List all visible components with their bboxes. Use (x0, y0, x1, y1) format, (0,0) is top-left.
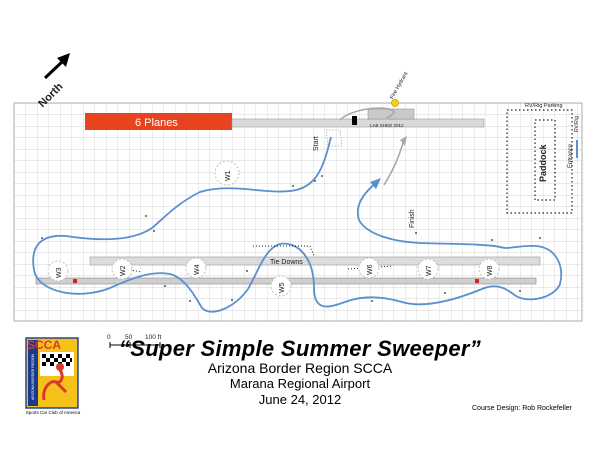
finish-label: Finish (409, 209, 416, 228)
scale-tick-50: 50 (125, 334, 133, 341)
subtitle-region: Arizona Border Region SCCA (207, 360, 393, 376)
start-label: Start (313, 136, 320, 151)
waypoint-w1: W1 (214, 160, 240, 186)
waypoint-w3: W3 (47, 260, 69, 282)
start-area (325, 129, 343, 147)
scca-logo: SCCA ARIZONA BORDER REGION (25, 337, 79, 409)
taxiway-middle (89, 256, 541, 266)
tie-downs-label: Tie Downs (270, 259, 303, 266)
paddock-label: Paddock (538, 143, 548, 182)
cone-markers (41, 175, 541, 302)
scale-tick-100: 100 ft (145, 334, 161, 341)
rv-rig-label: RV/Rig (574, 116, 580, 132)
course-arrow-icon (370, 178, 381, 189)
course-path (32, 136, 562, 313)
fire-hydrant-label: Fire Hydrant (389, 71, 410, 101)
waypoint-label-w8: W8 (487, 265, 494, 276)
taxiway-north (231, 118, 485, 128)
paddock: Paddock Entrance RV/Rig Parking RV/Rig (506, 103, 580, 214)
waypoint-label-w2: W2 (120, 265, 127, 276)
waypoint-w4: W4 (185, 257, 207, 279)
planes-area (85, 113, 232, 130)
waypoint-w8: W8 (478, 258, 500, 280)
waypoint-label-w3: W3 (56, 267, 63, 278)
grid-area (13, 102, 583, 322)
waypoint-label-w5: W5 (279, 282, 286, 293)
runway-marker-east (475, 279, 479, 283)
waypoint-label-w4: W4 (194, 264, 201, 275)
fire-hydrant-icon (391, 99, 399, 107)
waypoint-label-w7: W7 (426, 265, 433, 276)
gate-marker (352, 116, 357, 125)
return-arrow-icon (400, 136, 407, 146)
page-title: “Super Simple Summer Sweeper” (118, 336, 482, 361)
course-designer: Course Design: Rob Rockefeller (472, 405, 572, 412)
waypoint-w6: W6 (358, 257, 380, 279)
waypoint-w2: W2 (111, 258, 133, 280)
logo-text: SCCA (27, 338, 61, 352)
subtitle-location: Marana Regional Airport (229, 376, 371, 391)
waypoint-label-w1: W1 (225, 170, 232, 181)
subtitle-date: June 24, 2012 (258, 392, 342, 407)
building (367, 108, 415, 120)
logo-region: ARIZONA BORDER REGION (31, 353, 35, 400)
rv-rig-parking-label: RV/Rig Parking (525, 103, 563, 109)
entrance-label: Entrance (568, 143, 574, 168)
north-arrow: North (36, 53, 70, 110)
building-label: LAB SHED 2012 (370, 123, 404, 128)
planes-label: 6 Planes (135, 117, 178, 129)
return-path (339, 107, 405, 186)
waypoint-label-w6: W6 (367, 264, 374, 275)
waypoint-w5: W5 (270, 275, 292, 297)
waypoint-w7: W7 (417, 258, 439, 280)
runway-marker-west (73, 279, 77, 283)
logo-caption: Sports Car Club of America (25, 410, 81, 415)
scale-tick-0: 0 (107, 334, 111, 341)
scale-bar: 0 50 100 ft (107, 334, 161, 348)
